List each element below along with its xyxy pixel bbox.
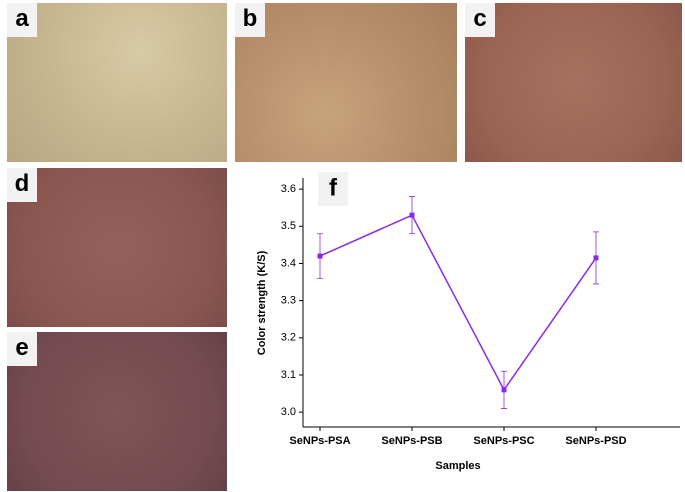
panel-label: a: [7, 3, 37, 37]
y-axis-label: Color strength (K/S): [256, 250, 268, 355]
data-point: [593, 255, 599, 261]
panel-label: c: [465, 3, 495, 37]
y-tick-label: 3.4: [281, 257, 296, 269]
y-tick-label: 3.5: [281, 220, 296, 232]
data-point: [317, 253, 323, 259]
x-tick-label: SeNPs-PSA: [289, 435, 350, 447]
panel-label: b: [235, 3, 265, 37]
data-point: [409, 212, 415, 218]
y-tick-label: 3.6: [281, 183, 296, 195]
panel-label: d: [7, 168, 37, 202]
photo: b: [235, 3, 457, 162]
panel-label-bg: [318, 172, 348, 206]
y-tick-label: 3.0: [281, 406, 296, 418]
panel-label: e: [7, 332, 37, 366]
panel-label: f: [329, 174, 338, 201]
y-tick-label: 3.2: [281, 332, 296, 344]
y-tick-label: 3.3: [281, 295, 296, 307]
x-tick-label: SeNPs-PSC: [473, 435, 534, 447]
data-point: [501, 387, 507, 393]
x-axis-label: Samples: [435, 460, 480, 472]
data-line: [319, 214, 597, 392]
x-tick-label: SeNPs-PSD: [565, 435, 626, 447]
x-tick-label: SeNPs-PSB: [381, 435, 442, 447]
photo: d: [7, 168, 227, 327]
photo: c: [465, 3, 682, 162]
y-tick-label: 3.1: [281, 369, 296, 381]
photo: a: [7, 3, 227, 162]
photo: e: [7, 332, 227, 491]
